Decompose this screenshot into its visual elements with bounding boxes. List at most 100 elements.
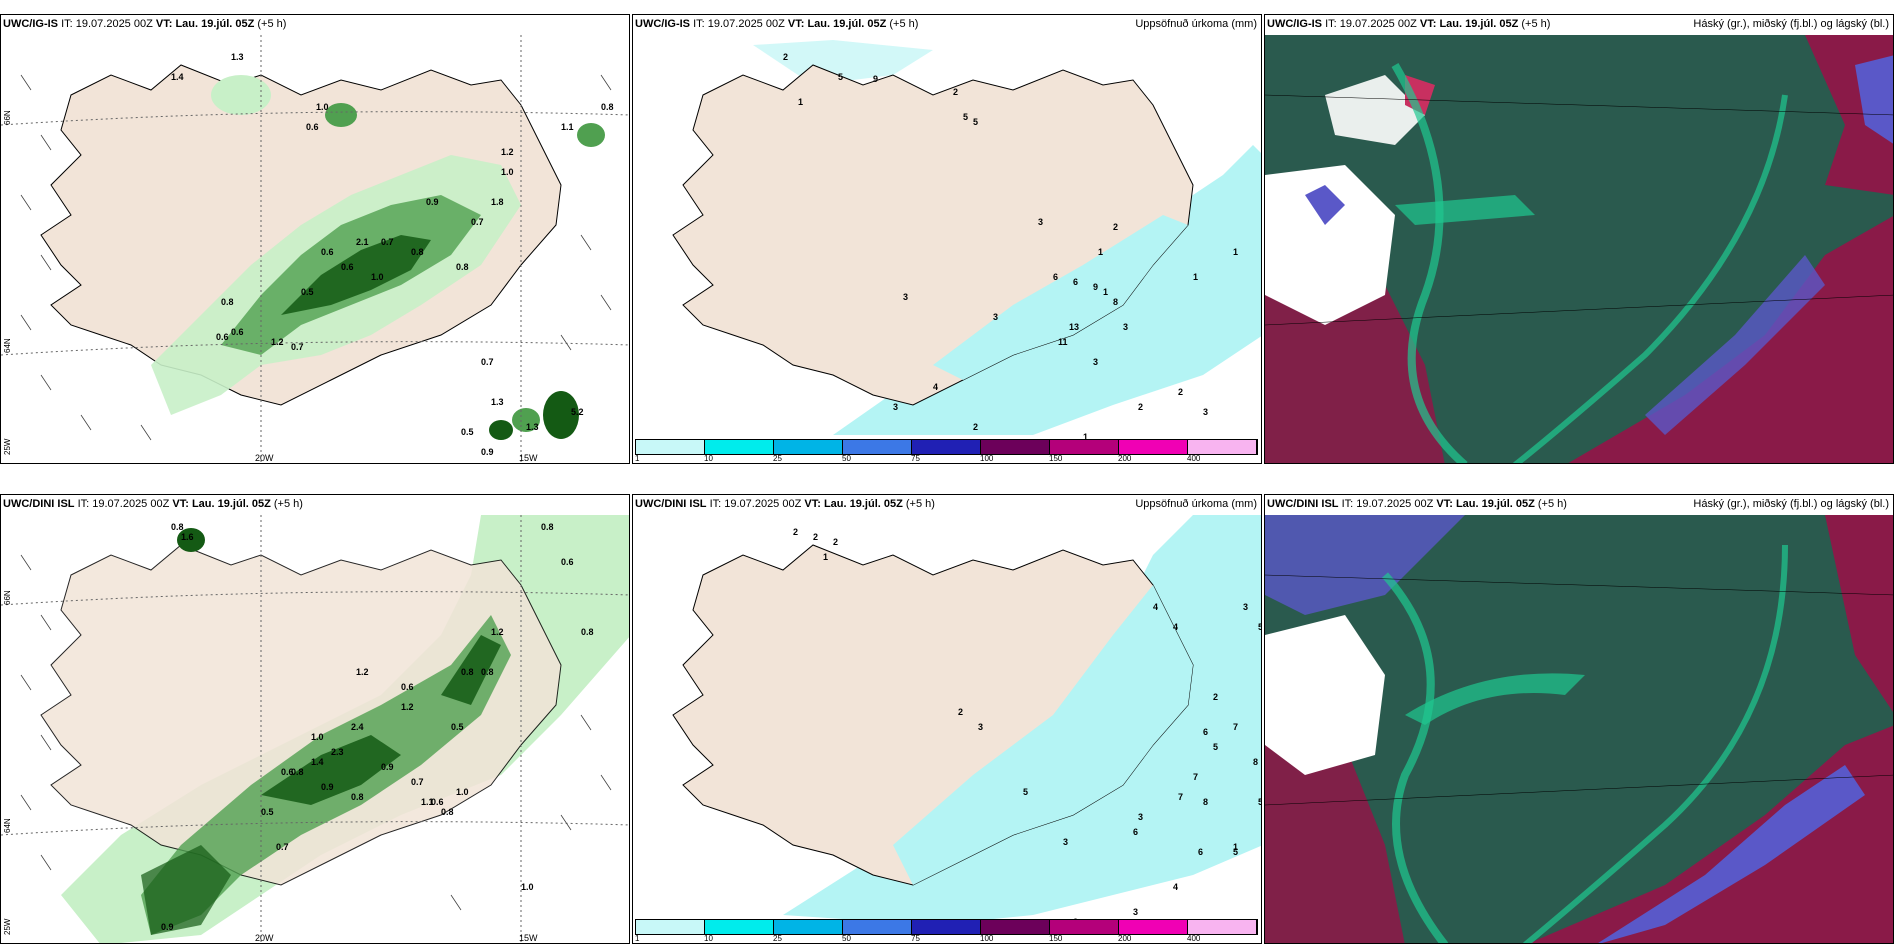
value-label: 8 — [1253, 757, 1258, 767]
value-label: 5 — [1213, 742, 1218, 752]
colorbar-tick-label: 100 — [980, 934, 994, 943]
colorbar-swatch — [1188, 440, 1257, 454]
value-label: 1.3 — [231, 52, 244, 62]
value-label: 5 — [963, 112, 968, 122]
value-label: 5 — [838, 72, 843, 82]
value-label: 2 — [833, 537, 838, 547]
vt-value: Lau. 19.júl. 05Z — [1455, 498, 1535, 510]
colorbar-swatch — [636, 440, 705, 454]
panel-header: UWC/IG-IS IT: 19.07.2025 00Z VT: Lau. 19… — [3, 18, 286, 30]
value-label: 1 — [1233, 842, 1238, 852]
value-label: 0.9 — [321, 782, 334, 792]
value-label: 0.8 — [581, 627, 594, 637]
value-label: 1.1 — [561, 122, 574, 132]
colorbar-tick-label: 1 — [635, 454, 640, 463]
colorbar-tick-label: 1 — [635, 934, 640, 943]
value-label: 1.2 — [501, 147, 514, 157]
precip-title: Uppsöfnuð úrkoma (mm) — [1135, 498, 1257, 510]
colorbar-swatch — [981, 440, 1050, 454]
lead-time: (+5 h) — [905, 498, 935, 510]
value-label: 1 — [1098, 247, 1103, 257]
value-label: 1.3 — [491, 397, 504, 407]
lead-time: (+5 h) — [1521, 18, 1551, 30]
value-label: 1.3 — [526, 422, 539, 432]
vt-label: VT: — [155, 18, 173, 30]
value-label: 0.6 — [561, 557, 574, 567]
value-label: 0.8 — [601, 102, 614, 112]
value-label: 1.4 — [311, 757, 324, 767]
lat-64-label: 64N — [3, 818, 12, 833]
value-label: 0.8 — [171, 522, 184, 532]
value-label: 1.1 — [421, 797, 434, 807]
it-label: IT: — [1341, 498, 1354, 510]
value-label: 0.5 — [301, 287, 314, 297]
value-label: 4 — [1173, 882, 1178, 892]
cloud-cover-map — [1265, 35, 1893, 463]
value-label: 0.7 — [481, 357, 494, 367]
panel-bottom-right-cloud-map: UWC/DINI ISL IT: 19.07.2025 00Z VT: Lau.… — [1264, 494, 1894, 944]
panel-bottom-middle-accum-map: UWC/DINI ISL IT: 19.07.2025 00Z VT: Lau.… — [632, 494, 1262, 944]
it-label: IT: — [77, 498, 90, 510]
value-label: 3 — [1243, 602, 1248, 612]
lon-20-label: 20W — [255, 933, 274, 943]
colorbar-ticks: 1 10 25 50 75 100 150 200 400 — [633, 934, 1261, 943]
colorbar-tick-label: 75 — [911, 934, 920, 943]
value-label: 7 — [1178, 792, 1183, 802]
panel-header: UWC/IG-IS IT: 19.07.2025 00Z VT: Lau. 19… — [1267, 18, 1550, 30]
model-name: UWC/DINI ISL — [3, 498, 75, 510]
colorbar-swatch — [981, 920, 1050, 934]
model-name: UWC/DINI ISL — [1267, 498, 1339, 510]
vt-label: VT: — [1436, 498, 1453, 510]
colorbar-ticks: 1 10 25 50 75 100 150 200 400 — [633, 454, 1261, 463]
value-label: 1.2 — [271, 337, 284, 347]
value-label: 3 — [903, 292, 908, 302]
it-value: 19.07.2025 00Z — [724, 498, 802, 510]
lead-time: (+5 h) — [1537, 498, 1567, 510]
it-value: 19.07.2025 00Z — [92, 498, 170, 510]
value-label: 1 — [823, 552, 828, 562]
value-label: 0.8 — [351, 792, 364, 802]
value-label: 0.6 — [401, 682, 414, 692]
value-label: 2 — [953, 87, 958, 97]
model-name: UWC/IG-IS — [1267, 18, 1322, 30]
vt-value: Lau. 19.júl. 05Z — [823, 498, 903, 510]
colorbar-swatch — [1119, 440, 1188, 454]
value-label: 1 — [1083, 432, 1088, 442]
colorbar-tick-label: 75 — [911, 454, 920, 463]
panel-bottom-left-precip-map: UWC/DINI ISL IT: 19.07.2025 00Z VT: Lau.… — [0, 494, 630, 944]
value-label: 0.9 — [381, 762, 394, 772]
value-label: 3 — [993, 312, 998, 322]
value-label: 8 — [1113, 297, 1118, 307]
lon-25-label: 25W — [3, 438, 12, 455]
value-label: 1.0 — [371, 272, 384, 282]
lat-66-label: 66N — [3, 110, 12, 125]
value-label: 0.7 — [276, 842, 289, 852]
value-label: 0.7 — [411, 777, 424, 787]
value-label: 2.1 — [356, 237, 369, 247]
value-label: 0.7 — [291, 342, 304, 352]
panel-header: UWC/DINI ISL IT: 19.07.2025 00Z VT: Lau.… — [1267, 498, 1567, 510]
colorbar-swatch — [843, 920, 912, 934]
value-label: 3 — [1138, 812, 1143, 822]
value-label: 0.6 — [341, 262, 354, 272]
value-label: 6 — [1073, 277, 1078, 287]
value-label: 0.8 — [541, 522, 554, 532]
value-label: 0.6 — [431, 797, 444, 807]
colorbar-tick-label: 10 — [704, 934, 713, 943]
colorbar-tick-label: 150 — [1049, 454, 1063, 463]
value-label: 5 — [1258, 797, 1262, 807]
value-label: 6 — [1203, 727, 1208, 737]
lon-20-label: 20W — [255, 453, 274, 463]
colorbar-swatches — [635, 919, 1258, 935]
value-label: 1.0 — [311, 732, 324, 742]
value-label: 4 — [1173, 622, 1178, 632]
value-label: 0.5 — [451, 722, 464, 732]
value-label: 0.6 — [306, 122, 319, 132]
lon-15-label: 15W — [519, 453, 538, 463]
colorbar-tick-label: 25 — [773, 934, 782, 943]
value-label: 5 — [973, 117, 978, 127]
model-name: UWC/DINI ISL — [635, 498, 707, 510]
colorbar-tick-label: 25 — [773, 454, 782, 463]
value-label: 5 — [1233, 847, 1238, 857]
